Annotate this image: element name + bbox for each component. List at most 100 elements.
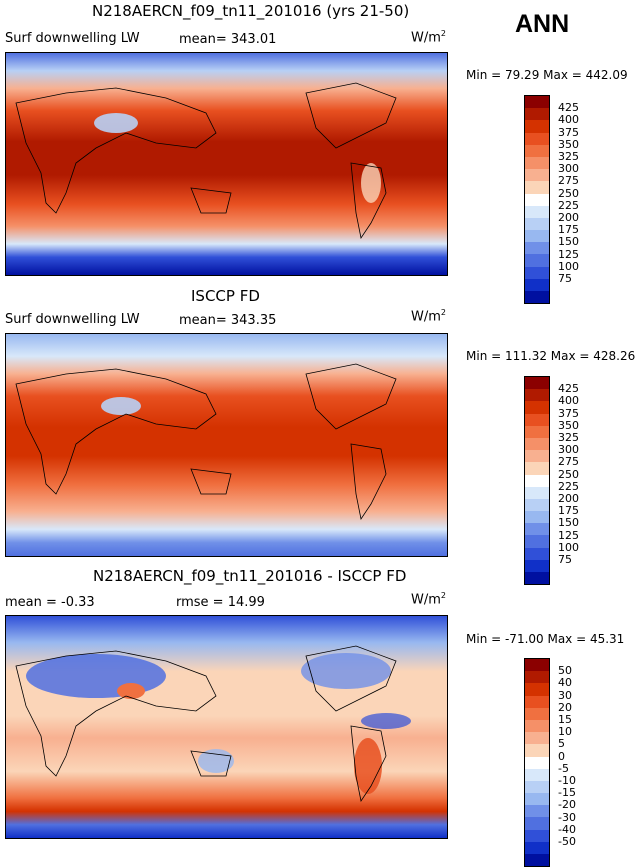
panel1-colorbar [524,95,550,305]
colorbar-swatch [525,547,549,560]
colorbar-swatch [525,829,549,842]
colorbar-tick-label: 0 [558,749,565,763]
colorbar-tick-label: -5 [558,761,569,775]
panel3-title: N218AERCN_f09_tn11_201016 - ISCCP FD [93,567,407,585]
panel3-rmse-label: rmse = 14.99 [176,595,265,610]
colorbar-swatch [525,707,549,720]
colorbar-swatch [525,377,549,390]
colorbar-swatch [525,120,549,133]
panel3-map-plot [6,616,447,838]
panel1-variable-label: Surf downwelling LW [5,31,140,46]
colorbar-tick-label: 225 [558,198,579,212]
colorbar-tick-label: -30 [558,810,576,824]
panel2-colorbar [524,376,550,586]
colorbar-swatch [525,291,549,304]
panel2-colorbar-box [524,376,550,586]
colorbar-swatch [525,169,549,182]
colorbar-swatch [525,695,549,708]
colorbar-tick-label: -40 [558,822,576,836]
colorbar-tick-label: 425 [558,101,579,115]
colorbar-swatch [525,511,549,524]
colorbar-swatch [525,242,549,255]
colorbar-swatch [525,805,549,818]
colorbar-tick-label: 250 [558,186,579,200]
panel2-variable-label: Surf downwelling LW [5,312,140,327]
colorbar-swatch [525,535,549,548]
colorbar-swatch [525,425,549,438]
colorbar-swatch [525,523,549,536]
colorbar-tick-label: 225 [558,479,579,493]
panel3-colorbar-box [524,658,550,867]
colorbar-tick-label: 375 [558,125,579,139]
colorbar-tick-label: 50 [558,664,572,678]
colorbar-swatch [525,486,549,499]
colorbar-tick-label: 250 [558,467,579,481]
colorbar-swatch [525,768,549,781]
panel1-colorbar-box [524,95,550,305]
colorbar-swatch [525,144,549,157]
panel2-units: W/m2 [411,308,446,325]
colorbar-tick-label: 75 [558,553,572,566]
colorbar-tick-label: 275 [558,455,579,469]
colorbar-swatch [525,744,549,757]
colorbar-swatch [525,671,549,684]
panel2-title: ISCCP FD [191,287,260,305]
colorbar-swatch [525,793,549,806]
colorbar-tick-label: 5 [558,737,565,751]
colorbar-tick-label: 175 [558,504,579,518]
panel1-minmax: Min = 79.29 Max = 442.09 [466,68,628,82]
colorbar-swatch [525,450,549,463]
colorbar-tick-label: 75 [558,272,572,285]
colorbar-tick-label: 150 [558,235,579,249]
colorbar-tick-label: 375 [558,406,579,420]
colorbar-swatch [525,108,549,121]
colorbar-tick-label: 350 [558,137,579,151]
colorbar-swatch [525,474,549,487]
panel3-colorbar [524,658,550,867]
colorbar-swatch [525,817,549,830]
colorbar-swatch [525,732,549,745]
colorbar-tick-label: 275 [558,174,579,188]
colorbar-tick-label: 175 [558,223,579,237]
colorbar-tick-label: 100 [558,540,579,554]
colorbar-swatch [525,254,549,267]
colorbar-tick-label: 125 [558,247,579,261]
colorbar-tick-label: 30 [558,688,572,702]
colorbar-tick-label: 300 [558,443,579,457]
colorbar-tick-label: 40 [558,676,572,690]
panel3-units: W/m2 [411,591,446,608]
colorbar-tick-label: 100 [558,259,579,273]
colorbar-swatch [525,217,549,231]
colorbar-swatch [525,683,549,696]
colorbar-swatch [525,572,549,585]
colorbar-swatch [525,193,549,206]
colorbar-swatch [525,854,549,867]
colorbar-swatch [525,437,549,451]
colorbar-swatch [525,756,549,769]
colorbar-swatch [525,230,549,243]
colorbar-swatch [525,278,549,291]
panel1-title: N218AERCN_f09_tn11_201016 (yrs 21-50) [92,2,410,20]
colorbar-tick-label: 125 [558,528,579,542]
colorbar-tick-label: 300 [558,162,579,176]
panel3-mean-label: mean = -0.33 [5,595,95,610]
colorbar-tick-label: 10 [558,725,572,739]
colorbar-swatch [525,659,549,672]
colorbar-tick-label: 400 [558,113,579,127]
colorbar-tick-label: 20 [558,700,572,714]
colorbar-tick-label: 425 [558,382,579,396]
colorbar-swatch [525,266,549,279]
colorbar-tick-label: 350 [558,418,579,432]
panel3-minmax: Min = -71.00 Max = 45.31 [466,632,625,646]
colorbar-tick-label: -20 [558,798,576,812]
colorbar-tick-label: -50 [558,835,576,848]
panel1-map-plot [6,53,447,275]
panel1-mean-label: mean= 343.01 [179,32,277,47]
panel1-map [5,52,448,276]
colorbar-swatch [525,462,549,475]
colorbar-swatch [525,205,549,218]
colorbar-swatch [525,389,549,402]
panel2-map-plot [6,334,447,556]
colorbar-swatch [525,780,549,794]
colorbar-swatch [525,181,549,194]
